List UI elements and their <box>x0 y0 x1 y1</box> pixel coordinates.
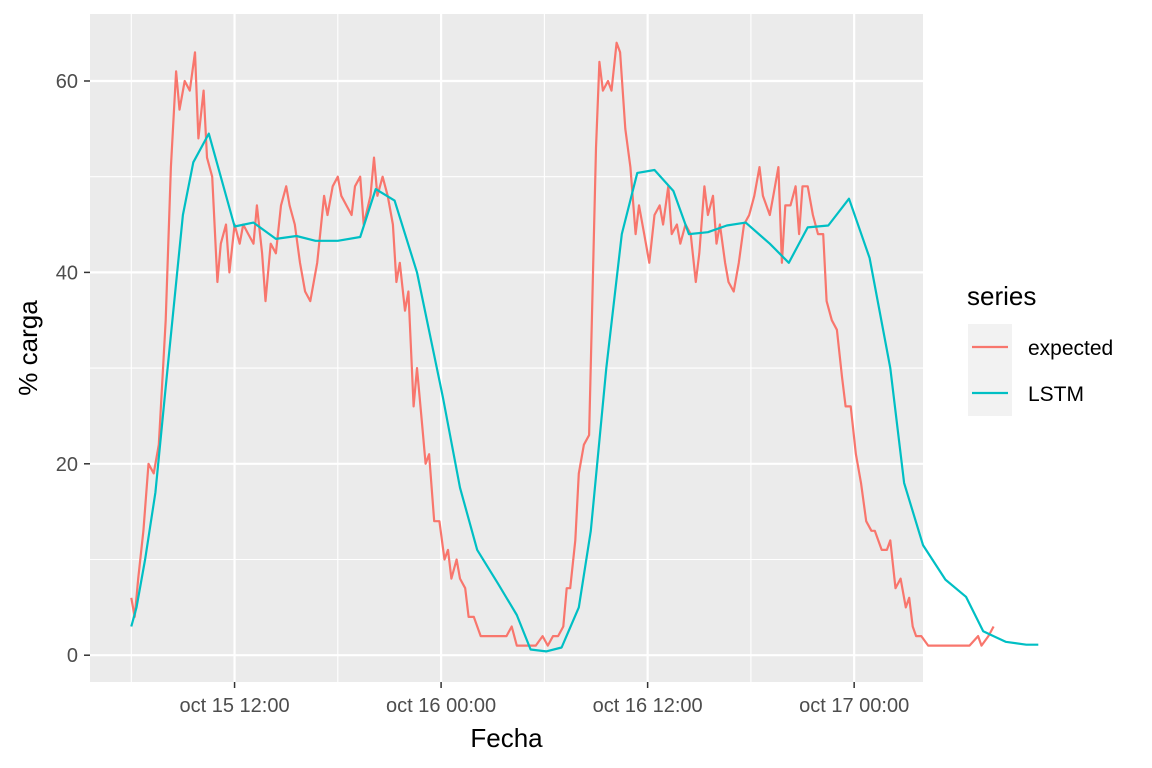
x-tick-label: oct 16 00:00 <box>386 695 496 717</box>
grid-major <box>90 14 923 682</box>
series-lines <box>130 41 1039 653</box>
series-line-expected <box>130 41 995 647</box>
panel-background <box>90 14 923 682</box>
y-axis: 0 20 40 60 <box>56 71 90 667</box>
y-tick-label: 40 <box>56 262 78 284</box>
x-axis-title: Fecha <box>470 723 543 753</box>
y-tick-label: 0 <box>67 645 78 667</box>
y-tick-label: 60 <box>56 71 78 93</box>
legend-label-expected: expected <box>1028 337 1113 360</box>
x-axis: oct 15 12:00 oct 16 00:00 oct 16 12:00 oct … <box>180 682 909 717</box>
legend-title: series <box>967 281 1036 311</box>
x-tick-label: oct 15 12:00 <box>180 695 290 717</box>
legend-label-lstm: LSTM <box>1028 383 1084 406</box>
legend: series expected LSTM <box>967 281 1113 416</box>
y-tick-label: 20 <box>56 454 78 476</box>
series-line-lstm <box>130 132 1039 653</box>
x-tick-label: oct 17 00:00 <box>799 695 909 717</box>
y-axis-title: % carga <box>13 300 43 396</box>
grid-minor <box>90 14 923 682</box>
x-tick-label: oct 16 12:00 <box>593 695 703 717</box>
